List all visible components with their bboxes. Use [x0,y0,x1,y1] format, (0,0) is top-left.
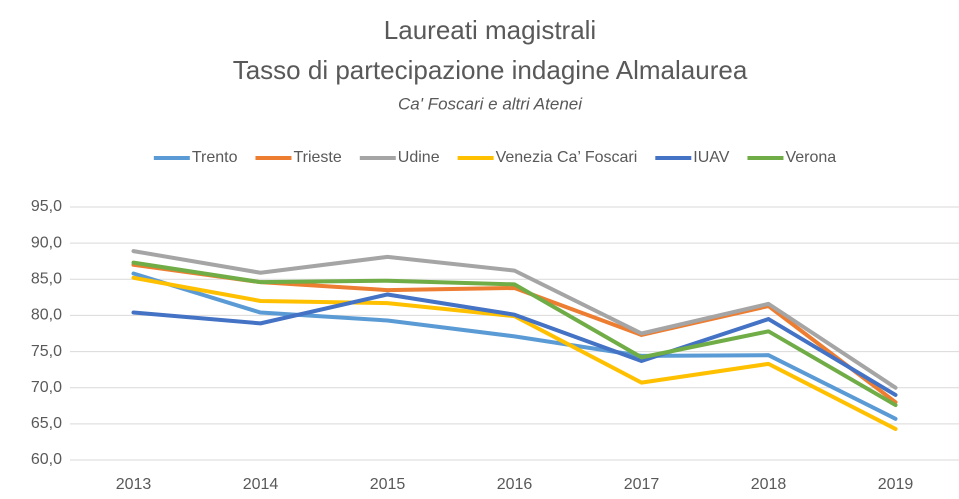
legend-label: IUAV [693,149,729,166]
chart-subtitle: Ca' Foscari e altri Atenei [398,94,583,113]
chart-title-line: Tasso di partecipazione indagine Almalau… [233,55,748,85]
x-tick-label: 2017 [624,476,660,493]
y-tick-label: 95,0 [31,198,62,215]
x-tick-label: 2015 [370,476,406,493]
series-line [131,271,898,421]
y-tick-label: 60,0 [31,451,62,468]
x-tick-label: 2013 [116,476,152,493]
y-tick-label: 85,0 [31,271,62,288]
series-line [131,275,898,431]
y-tick-label: 65,0 [31,415,62,432]
legend-label: Venezia Ca’ Foscari [496,149,638,166]
legend-label: Trieste [293,149,341,166]
series-line [131,292,898,397]
y-tick-label: 80,0 [31,307,62,324]
x-tick-label: 2016 [497,476,533,493]
y-tick-label: 75,0 [31,343,62,360]
legend-label: Trento [192,149,238,166]
x-tick-label: 2018 [751,476,787,493]
y-tick-label: 70,0 [31,379,62,396]
series-line [131,249,898,390]
chart-title: Laureati magistrali [384,15,596,45]
legend-label: Udine [398,149,440,166]
legend-label: Verona [785,149,836,166]
x-tick-label: 2014 [243,476,279,493]
series-line [131,260,898,408]
y-tick-label: 90,0 [31,234,62,251]
x-tick-label: 2019 [878,476,914,493]
